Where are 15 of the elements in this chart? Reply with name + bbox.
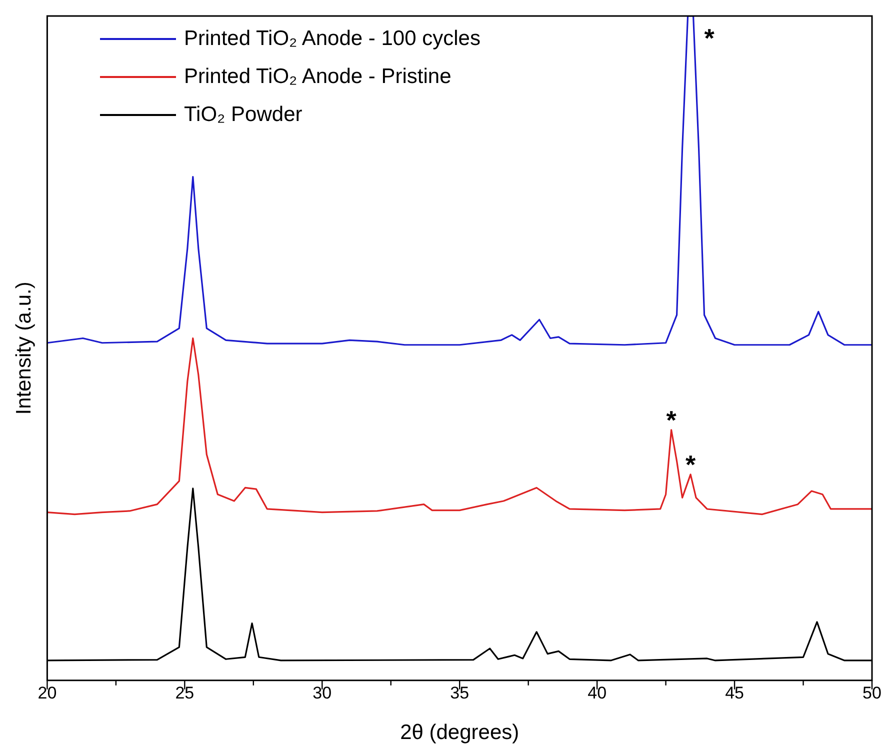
- x-tick-label: 30: [312, 683, 332, 702]
- annotation: *: [666, 405, 678, 436]
- x-tick-label: 35: [450, 683, 470, 702]
- legend-label: TiO₂ Powder: [184, 103, 302, 127]
- annotation: *: [704, 23, 716, 54]
- y-axis-title: Intensity (a.u.): [12, 282, 36, 415]
- annotation: *: [685, 450, 696, 480]
- legend-label: Printed TiO₂ Anode - Pristine: [184, 65, 452, 89]
- x-tick-label: 50: [862, 683, 882, 702]
- x-tick-label: 45: [725, 683, 744, 702]
- x-tick-label: 25: [175, 683, 194, 702]
- x-tick-label: 20: [38, 683, 57, 702]
- x-tick-label: 40: [588, 683, 607, 702]
- x-axis-title: 2θ (degrees): [400, 721, 520, 744]
- legend-label: Printed TiO₂ Anode - 100 cycles: [184, 27, 480, 51]
